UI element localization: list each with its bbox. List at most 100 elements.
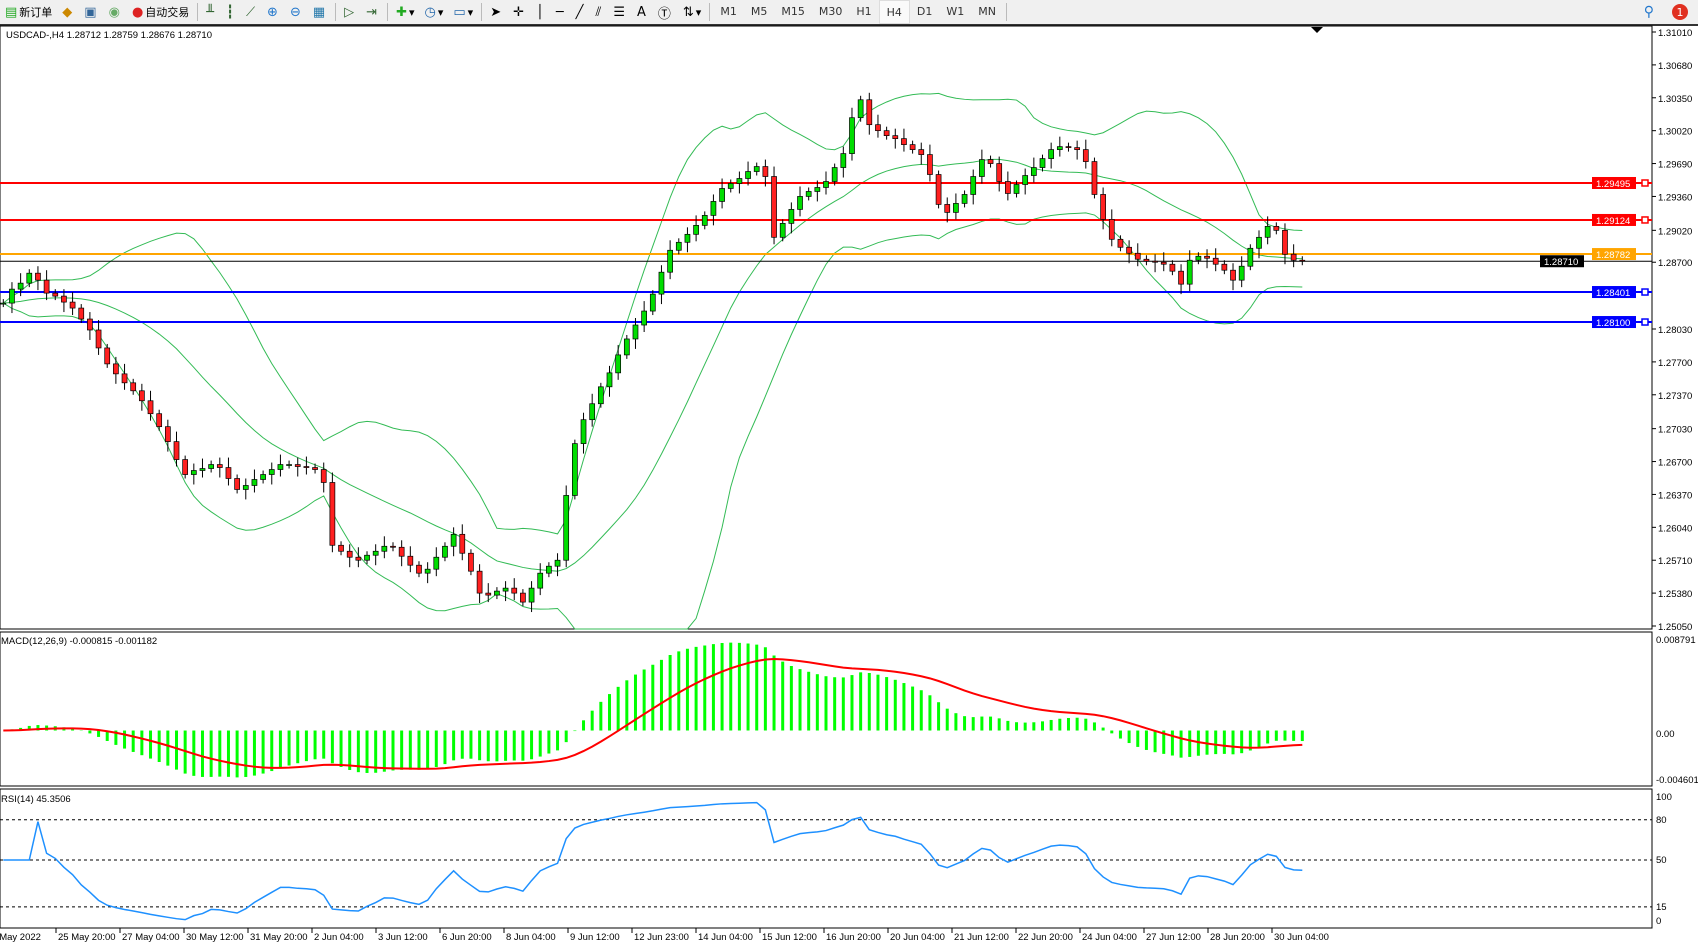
rsi-tick-label: 0 [1656,916,1661,927]
price-level-handle [1641,288,1649,296]
text-button[interactable]: A [632,1,653,23]
expert-button[interactable]: ◆ [57,1,79,23]
notifications-badge[interactable]: 1 [1672,4,1688,20]
candlestick-button[interactable]: ┇ [221,1,241,23]
chart-shift-marker[interactable] [1311,27,1323,33]
bear-candle [1117,238,1124,248]
bear-candle [1134,252,1141,260]
bull-candle [190,470,197,475]
signal-button[interactable]: ◉ [104,1,127,23]
vertical-line-button[interactable]: │ [531,1,551,23]
time-tick-label: 14 Jun 04:00 [698,932,753,942]
timeframe-h1[interactable]: H1 [856,4,872,18]
bull-candle [831,167,838,182]
price-tick-label: 1.30680 [1658,61,1692,72]
time-tick-label: 27 Jun 12:00 [1146,932,1201,942]
bull-candle [675,241,682,251]
new-order-button[interactable]: ▤ 新订单 [0,1,57,23]
macd-signal-line [3,658,1303,770]
text-icon: A [636,4,646,20]
templates-icon: ▭ [453,4,466,20]
zoom-out-button[interactable]: ⊖ [285,1,308,23]
bear-candle [1100,194,1106,220]
bar-chart-button[interactable]: ╨ [201,1,221,23]
signal-icon: ◉ [108,4,120,20]
line-chart-button[interactable]: ⟋ [241,1,262,23]
indicators-button[interactable]: ✚ ▾ [396,4,415,20]
price-tick-label: 1.27030 [1658,425,1692,436]
fibonacci-button[interactable]: ☰ [608,1,632,23]
shift-icon: ⇥ [366,4,378,20]
bear-candle [294,464,301,467]
horizontal-line-button[interactable]: ─ [551,1,571,23]
bull-candle [814,187,821,192]
bull-candle [961,194,968,204]
tile-button[interactable]: ▦ [308,1,332,23]
autoscroll-button[interactable]: ▷ [339,1,361,23]
cursor-button[interactable]: ➤ [485,1,508,23]
timeframe-d1[interactable]: D1 [916,4,933,18]
shift-button[interactable]: ⇥ [361,1,384,23]
arrows-button[interactable]: ⇅ ▾ [682,4,702,20]
bear-candle [329,482,336,546]
bear-candle [1005,181,1011,194]
price-tick-label: 1.27700 [1658,358,1692,369]
bull-candle [727,183,734,189]
auto-trading-button[interactable]: ● 自动交易 [127,1,194,23]
bear-candle [52,292,59,297]
bear-candle [1169,263,1176,272]
bear-candle [520,592,526,603]
navigator-button[interactable]: ▣ [79,1,103,23]
bull-candle [277,464,284,470]
bear-candle [164,426,171,442]
zoom-in-button[interactable]: ⊕ [262,1,285,23]
macd-tick-label: -0.004601 [1656,775,1698,786]
timeframe-m30[interactable]: M30 [818,4,843,18]
trendline-icon: ╱ [575,4,584,20]
timeframe-w1[interactable]: W1 [946,4,965,18]
bear-candle [398,546,405,557]
price-tick-label: 1.28030 [1658,325,1692,336]
bull-candle [779,223,786,238]
bull-candle [597,386,604,405]
rsi-line [3,801,1303,921]
bull-candle [1039,158,1046,168]
zoom-in-icon: ⊕ [267,4,278,20]
periods-button[interactable]: ◷ ▾ [424,4,444,20]
auto-trading-label: 自动交易 [145,6,190,19]
templates-button[interactable]: ▭ ▾ [453,4,474,20]
rsi-panel [0,788,1653,929]
bull-candle [667,249,673,273]
time-tick-label: 9 Jun 12:00 [570,932,620,942]
bull-candle [797,196,803,210]
timeframe-h4[interactable]: H4 [878,0,910,24]
timeframe-m15[interactable]: M15 [781,4,805,18]
time-tick-label: 24 May 2022 [0,932,41,942]
bear-candle [1204,255,1210,259]
bull-candle [615,354,622,374]
bear-candle [173,441,180,460]
bear-candle [1212,257,1219,265]
price-tick-label: 1.29360 [1658,192,1692,203]
timeframe-m5[interactable]: M5 [750,4,768,18]
price-tick-label: 1.27370 [1658,391,1692,402]
price-level-label: 1.28710 [1544,257,1578,268]
bull-candle [450,533,457,547]
bar-chart-icon: ╨ [206,4,215,20]
trendline-button[interactable]: ╱ [571,1,591,23]
search-icon[interactable]: ⚲ [1643,4,1654,20]
bear-candle [182,459,189,475]
text-label-button[interactable]: Ⓣ [653,1,678,23]
timeframe-m1[interactable]: M1 [720,4,737,18]
timeframe-mn[interactable]: MN [978,4,996,18]
separator [709,3,711,21]
crosshair-button[interactable]: ✛ [508,1,531,23]
price-level-label: 1.28782 [1596,250,1630,261]
channel-button[interactable]: ⫽ [591,1,609,23]
bear-candle [1178,270,1184,285]
bull-candle [1186,259,1193,285]
bear-candle [139,390,145,402]
bull-candle [641,310,647,326]
bear-candle [234,478,240,490]
